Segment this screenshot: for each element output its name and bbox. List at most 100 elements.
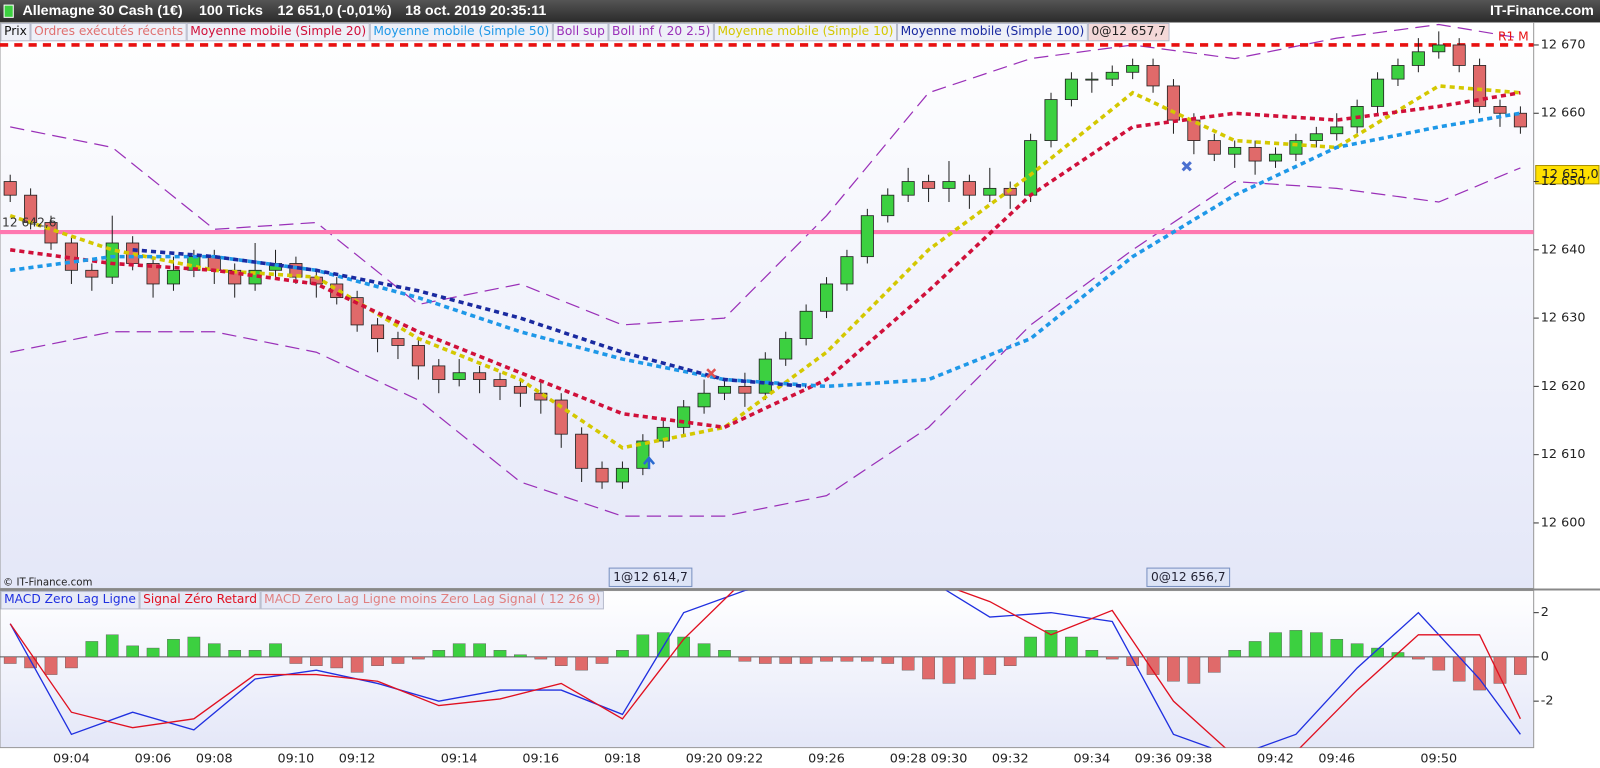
x-tick-label: 09:26 xyxy=(808,751,845,766)
legend-box xyxy=(713,22,898,42)
hist-bar xyxy=(1289,630,1303,658)
x-tick-label: 09:50 xyxy=(1420,751,1457,766)
timestamp: 18 oct. 2019 20:35:11 xyxy=(405,3,546,19)
hist-bar xyxy=(1187,656,1201,684)
hist-bar xyxy=(1065,636,1078,658)
legend-entry: Moyenne mobile (Simple 10) xyxy=(717,24,893,38)
hist-bar xyxy=(1371,647,1384,658)
legend-box xyxy=(186,22,370,42)
candle-body xyxy=(432,365,446,380)
hist-bar xyxy=(738,656,752,662)
hist-bar xyxy=(1024,636,1037,658)
hist-bar xyxy=(1432,656,1446,671)
hist-bar xyxy=(3,656,17,664)
hist-bar xyxy=(1473,656,1486,691)
header-bar xyxy=(0,0,1600,23)
y-tick-label: 12 670 xyxy=(1541,37,1586,52)
x-tick-label: 09:10 xyxy=(278,751,315,766)
candle-body xyxy=(554,399,568,435)
x-tick-label: 09:30 xyxy=(931,751,968,766)
hist-bar xyxy=(861,656,874,662)
hist-bar xyxy=(942,656,956,684)
hist-bar xyxy=(1310,632,1323,658)
interval: 100 Ticks xyxy=(199,3,263,19)
series-line xyxy=(9,111,1521,389)
x-tick-label: 09:32 xyxy=(992,751,1029,766)
hist-bar xyxy=(452,643,466,658)
candle-body xyxy=(1064,78,1078,101)
candle-body xyxy=(1473,65,1487,107)
candle-body xyxy=(738,385,752,394)
macd-pane xyxy=(0,590,1535,749)
y-tick-label: 12 640 xyxy=(1541,242,1586,257)
overlay: 12 642,6 R1 M 12 651,0 1@12 614,7 0@12 656,7… xyxy=(0,22,1600,610)
hist-bar xyxy=(575,656,588,671)
legend-entry: Boll inf ( 20 2.5) xyxy=(612,24,710,38)
hist-bar xyxy=(1493,656,1507,684)
hist-bar xyxy=(799,656,813,664)
hist-bar xyxy=(330,656,344,669)
hist-bar xyxy=(1269,632,1282,658)
candle-body xyxy=(1289,140,1303,155)
candle-body xyxy=(942,181,956,189)
candle-body xyxy=(575,433,589,469)
x-tick-label: 09:18 xyxy=(604,751,641,766)
candle-body xyxy=(391,338,405,346)
instrument-title: Allemagne 30 Cash (1€) xyxy=(22,3,182,19)
candle-body xyxy=(1268,153,1283,162)
hist-bar xyxy=(391,656,405,664)
pivot-label: 12 642,6 xyxy=(2,215,57,229)
hist-bar xyxy=(963,656,976,680)
x-tick-label: 09:12 xyxy=(339,751,376,766)
candle-body xyxy=(1207,140,1221,155)
candle-body xyxy=(1513,112,1527,128)
candle-body xyxy=(779,338,793,360)
legend-entry: Ordres exécutés récents xyxy=(34,24,183,38)
hist-bar xyxy=(901,656,915,671)
y2-tick-label: 2 xyxy=(1541,605,1549,620)
hist-bar xyxy=(636,634,650,658)
legend-entry: 0@12 657,7 xyxy=(1091,24,1166,38)
main-pane xyxy=(0,21,1535,590)
legend-box xyxy=(1087,22,1170,42)
y2-tick-label: -2 xyxy=(1541,694,1554,709)
candle-body xyxy=(473,372,487,380)
candle-body xyxy=(1411,51,1425,66)
candle-body xyxy=(371,324,385,339)
copyright: © IT-Finance.com xyxy=(3,577,92,588)
y2-tick-label: 0 xyxy=(1541,649,1549,664)
legend-entry: Boll sup xyxy=(556,24,605,38)
candle-body xyxy=(615,467,629,483)
candle-body xyxy=(1391,65,1405,80)
hist-bar xyxy=(1452,656,1466,682)
candle-body xyxy=(901,181,915,196)
candle-body xyxy=(1493,106,1507,114)
hist-bar xyxy=(248,650,262,658)
candle-body xyxy=(85,269,99,278)
buy-arrow xyxy=(642,455,656,470)
hist-bar xyxy=(85,641,99,658)
candle-body xyxy=(799,310,813,339)
series-line xyxy=(9,84,1521,450)
candle-body xyxy=(1228,146,1242,155)
x-tick-label: 09:08 xyxy=(196,751,233,766)
candle-body xyxy=(534,392,548,401)
legend-box xyxy=(0,22,31,42)
hist-bar xyxy=(65,656,78,669)
candle-body xyxy=(350,297,364,326)
candle-body xyxy=(758,358,772,394)
hist-bar xyxy=(514,654,527,658)
macd-plot xyxy=(0,590,1534,748)
hist-bar xyxy=(616,650,629,658)
hist-bar xyxy=(1330,638,1344,658)
legend-entry: Moyenne mobile (Simple 50) xyxy=(373,24,549,38)
legend-entry: MACD Zero Lag Ligne xyxy=(4,592,136,606)
candle-body xyxy=(1146,65,1160,87)
hist-bar xyxy=(1350,643,1364,658)
legend-entry: Signal Zéro Retard xyxy=(143,592,257,606)
candle-body xyxy=(513,385,527,394)
hist-bar xyxy=(167,638,180,658)
candle-body xyxy=(1309,133,1323,141)
candle-body xyxy=(983,187,997,196)
candle-body xyxy=(840,256,854,285)
